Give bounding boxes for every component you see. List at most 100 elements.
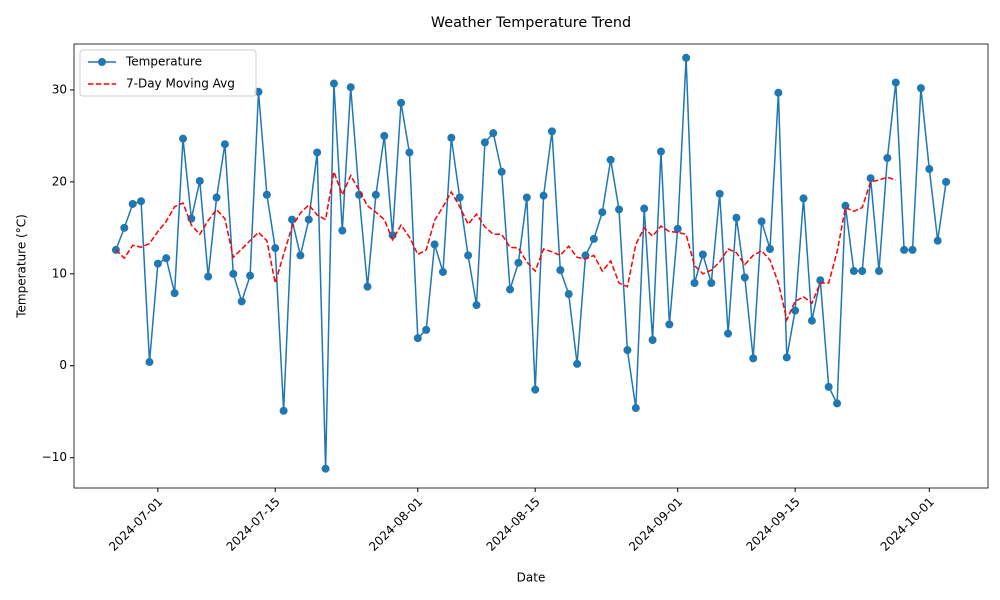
data-point <box>715 189 724 198</box>
data-point <box>698 250 707 259</box>
data-point <box>413 334 422 343</box>
data-point <box>438 267 447 276</box>
data-point <box>942 177 951 186</box>
data-point <box>489 129 498 138</box>
data-point <box>220 140 229 149</box>
data-point <box>246 271 255 280</box>
data-point <box>313 148 322 157</box>
data-point <box>329 79 338 88</box>
data-point <box>371 190 380 199</box>
data-point <box>162 254 171 263</box>
data-point <box>757 217 766 226</box>
data-point <box>262 190 271 199</box>
data-point <box>816 276 825 285</box>
data-point <box>153 259 162 268</box>
data-point <box>455 193 464 202</box>
data-point <box>288 215 297 224</box>
data-point <box>598 208 607 217</box>
data-point <box>506 285 515 294</box>
data-point <box>615 205 624 214</box>
plot-frame <box>73 43 989 489</box>
data-point <box>464 251 473 260</box>
y-tick-label: −10 <box>42 450 67 464</box>
data-point <box>547 127 556 136</box>
series-line <box>115 168 897 323</box>
y-tick-label: 0 <box>59 358 67 372</box>
data-point <box>908 245 917 254</box>
data-point <box>405 148 414 157</box>
data-point <box>229 269 238 278</box>
data-point <box>589 234 598 243</box>
data-point <box>187 214 196 223</box>
x-tick-label: 2024-09-15 <box>744 495 803 554</box>
x-tick-label: 2024-09-01 <box>626 495 685 554</box>
x-axis-label: Date <box>517 571 546 585</box>
data-point <box>170 289 179 298</box>
data-point <box>765 244 774 253</box>
data-point <box>380 131 389 140</box>
data-point <box>179 134 188 143</box>
data-point <box>656 147 665 156</box>
legend-box <box>79 49 257 97</box>
data-point <box>623 346 632 355</box>
data-point <box>883 153 892 162</box>
data-point <box>137 197 146 206</box>
data-point <box>237 297 246 306</box>
series-line <box>115 57 947 469</box>
y-axis-label: Temperature (°C) <box>15 214 29 319</box>
data-point <box>304 215 313 224</box>
data-point <box>849 267 858 276</box>
data-point <box>682 53 691 62</box>
data-point <box>556 266 565 275</box>
data-point <box>791 306 800 315</box>
data-point <box>430 240 439 249</box>
data-point <box>648 336 657 344</box>
data-point <box>690 279 699 288</box>
data-point <box>673 224 682 233</box>
legend-label: 7-Day Moving Avg <box>126 77 235 91</box>
data-point <box>631 404 640 413</box>
data-point <box>782 353 791 362</box>
data-point <box>606 155 615 164</box>
data-point <box>271 244 280 253</box>
data-point <box>732 213 741 222</box>
data-point <box>539 191 548 200</box>
legend-label: Temperature <box>125 55 202 69</box>
data-point <box>874 267 883 276</box>
data-point <box>397 98 406 107</box>
data-point <box>338 226 347 235</box>
x-tick-label: 2024-08-01 <box>366 495 425 554</box>
data-point <box>363 282 372 291</box>
data-point <box>296 251 305 260</box>
data-point <box>472 301 481 310</box>
data-point <box>573 359 582 368</box>
x-tick-label: 2024-07-15 <box>224 495 283 554</box>
data-point <box>321 464 330 473</box>
y-tick-label: 30 <box>52 82 67 96</box>
data-point <box>195 176 204 185</box>
data-point <box>279 406 288 415</box>
data-point <box>497 167 506 176</box>
data-point <box>925 165 934 174</box>
data-point <box>724 329 733 338</box>
data-point <box>891 78 900 87</box>
data-point <box>522 193 531 202</box>
data-point <box>665 320 674 329</box>
data-point <box>916 84 925 93</box>
chart-title: Weather Temperature Trend <box>431 15 631 31</box>
data-point <box>833 399 842 408</box>
data-point <box>807 316 816 325</box>
data-point <box>749 354 758 363</box>
x-tick-label: 2024-08-15 <box>484 495 543 554</box>
x-tick-label: 2024-07-01 <box>106 495 165 554</box>
data-point <box>128 199 137 208</box>
data-point <box>933 236 942 245</box>
data-point <box>447 133 456 142</box>
data-point <box>480 138 489 147</box>
y-tick-label: 10 <box>52 266 67 280</box>
data-point <box>145 358 154 367</box>
data-point <box>564 290 573 299</box>
data-point <box>774 88 783 97</box>
y-tick-label: 20 <box>52 174 67 188</box>
